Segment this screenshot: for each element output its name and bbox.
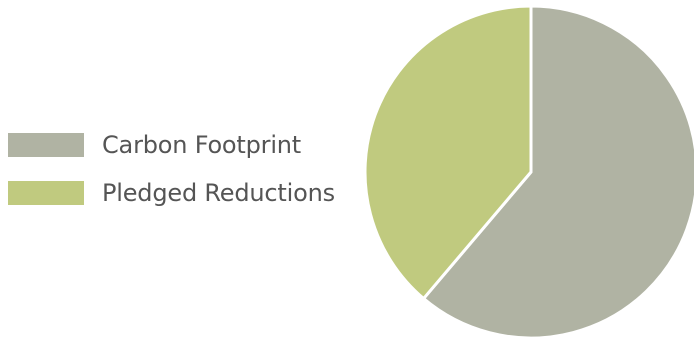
- legend-swatch-carbon-footprint: [8, 133, 84, 157]
- pie-slice-pledged-reductions: [363, 4, 533, 301]
- chart-legend: Carbon Footprint Pledged Reductions: [8, 132, 353, 228]
- legend-item-pledged-reductions: Pledged Reductions: [8, 179, 353, 207]
- legend-item-carbon-footprint: Carbon Footprint: [8, 132, 353, 159]
- legend-label-pledged-reductions: Pledged Reductions: [102, 179, 335, 207]
- legend-swatch-pledged-reductions: [8, 181, 84, 205]
- pie-slice-carbon-footprint: [422, 4, 694, 339]
- legend-label-carbon-footprint: Carbon Footprint: [102, 132, 302, 159]
